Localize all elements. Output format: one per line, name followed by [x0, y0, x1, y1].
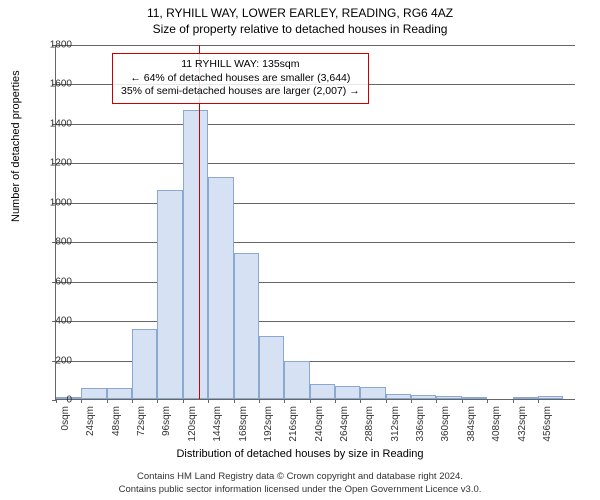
histogram-bar [538, 396, 563, 399]
y-tick-label: 600 [32, 276, 72, 287]
histogram-bar [411, 395, 436, 399]
histogram-bar [157, 190, 182, 399]
x-tick-mark [208, 399, 209, 403]
x-tick-mark [335, 399, 336, 403]
y-gridline [56, 282, 575, 283]
y-gridline [56, 242, 575, 243]
plot-region: 11 RYHILL WAY: 135sqm← 64% of detached h… [55, 45, 575, 400]
x-tick-mark [462, 399, 463, 403]
chart-title-main: 11, RYHILL WAY, LOWER EARLEY, READING, R… [0, 0, 600, 20]
histogram-bar [81, 388, 106, 399]
x-tick-label: 360sqm [440, 406, 451, 442]
x-tick-mark [386, 399, 387, 403]
y-tick-label: 1000 [32, 197, 72, 208]
x-tick-mark [157, 399, 158, 403]
annotation-line: 11 RYHILL WAY: 135sqm [121, 58, 360, 72]
annotation-box: 11 RYHILL WAY: 135sqm← 64% of detached h… [112, 53, 369, 104]
x-tick-mark [234, 399, 235, 403]
histogram-bar [335, 386, 360, 399]
footer-line1: Contains HM Land Registry data © Crown c… [0, 471, 600, 483]
x-tick-mark [538, 399, 539, 403]
histogram-bar [310, 384, 335, 399]
y-gridline [56, 203, 575, 204]
x-tick-label: 384sqm [466, 406, 477, 442]
x-tick-mark [360, 399, 361, 403]
histogram-bar [234, 253, 259, 399]
histogram-bar [360, 387, 385, 399]
x-tick-mark [513, 399, 514, 403]
histogram-bar [259, 336, 284, 399]
annotation-line: 35% of semi-detached houses are larger (… [121, 85, 360, 99]
histogram-bar [386, 394, 411, 399]
x-tick-label: 432sqm [517, 406, 528, 442]
x-tick-label: 168sqm [238, 406, 249, 442]
histogram-bar [183, 110, 208, 399]
x-axis-label: Distribution of detached houses by size … [0, 448, 600, 460]
x-tick-mark [436, 399, 437, 403]
histogram-bar [208, 177, 233, 399]
histogram-bar [107, 388, 132, 399]
y-tick-label: 0 [32, 395, 72, 406]
x-tick-label: 264sqm [339, 406, 350, 442]
histogram-bar [513, 397, 538, 399]
y-tick-label: 1400 [32, 118, 72, 129]
x-tick-mark [183, 399, 184, 403]
x-tick-mark [132, 399, 133, 403]
x-tick-label: 48sqm [111, 406, 122, 436]
y-tick-label: 400 [32, 316, 72, 327]
y-tick-label: 800 [32, 237, 72, 248]
y-axis-label: Number of detached properties [10, 70, 22, 222]
x-tick-label: 240sqm [314, 406, 325, 442]
y-gridline [56, 45, 575, 46]
x-tick-label: 336sqm [415, 406, 426, 442]
chart-plot-area: 11 RYHILL WAY: 135sqm← 64% of detached h… [55, 45, 575, 400]
x-tick-label: 0sqm [60, 406, 71, 430]
chart-footer: Contains HM Land Registry data © Crown c… [0, 471, 600, 496]
histogram-bar [462, 397, 487, 399]
x-tick-mark [411, 399, 412, 403]
y-tick-label: 1800 [32, 40, 72, 51]
chart-title-sub: Size of property relative to detached ho… [0, 20, 600, 36]
x-tick-label: 96sqm [161, 406, 172, 436]
x-tick-label: 288sqm [364, 406, 375, 442]
y-tick-label: 1200 [32, 158, 72, 169]
y-gridline [56, 163, 575, 164]
histogram-bar [284, 361, 309, 399]
histogram-bar [436, 396, 461, 399]
annotation-line: ← 64% of detached houses are smaller (3,… [121, 72, 360, 86]
y-tick-label: 1600 [32, 79, 72, 90]
x-tick-mark [487, 399, 488, 403]
x-tick-label: 144sqm [212, 406, 223, 442]
x-tick-mark [81, 399, 82, 403]
y-gridline [56, 124, 575, 125]
x-tick-label: 408sqm [491, 406, 502, 442]
y-tick-label: 200 [32, 355, 72, 366]
x-tick-label: 24sqm [85, 406, 96, 436]
x-tick-label: 456sqm [542, 406, 553, 442]
y-gridline [56, 321, 575, 322]
x-tick-label: 192sqm [263, 406, 274, 442]
x-tick-mark [310, 399, 311, 403]
x-tick-label: 120sqm [187, 406, 198, 442]
footer-line3: Contains public sector information licen… [0, 484, 600, 496]
x-tick-label: 72sqm [136, 406, 147, 436]
x-tick-mark [107, 399, 108, 403]
x-tick-label: 216sqm [288, 406, 299, 442]
histogram-bar [132, 329, 157, 399]
x-tick-label: 312sqm [390, 406, 401, 442]
x-tick-mark [284, 399, 285, 403]
x-tick-mark [259, 399, 260, 403]
